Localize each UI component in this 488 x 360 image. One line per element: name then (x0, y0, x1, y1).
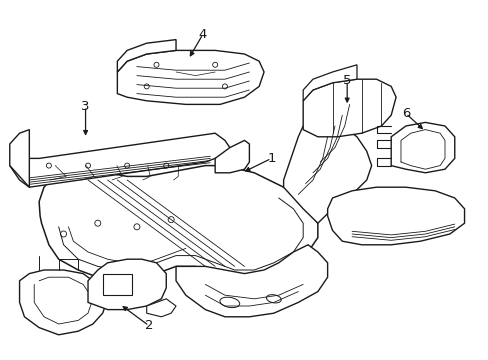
Polygon shape (303, 79, 395, 137)
Polygon shape (283, 119, 371, 223)
Polygon shape (39, 166, 317, 284)
Polygon shape (176, 245, 327, 317)
Text: 6: 6 (401, 107, 409, 120)
Polygon shape (88, 259, 166, 310)
Polygon shape (146, 299, 176, 317)
Polygon shape (102, 274, 132, 295)
Text: 1: 1 (266, 152, 275, 165)
Polygon shape (117, 50, 264, 104)
Polygon shape (117, 40, 176, 72)
Polygon shape (327, 187, 464, 245)
Polygon shape (10, 130, 29, 187)
Polygon shape (390, 122, 454, 173)
Polygon shape (215, 140, 249, 173)
Polygon shape (10, 133, 229, 187)
Text: 2: 2 (144, 319, 153, 332)
Text: 5: 5 (342, 75, 351, 87)
Text: 3: 3 (81, 100, 90, 113)
Polygon shape (303, 65, 356, 101)
Text: 4: 4 (198, 28, 207, 41)
Polygon shape (20, 270, 107, 335)
